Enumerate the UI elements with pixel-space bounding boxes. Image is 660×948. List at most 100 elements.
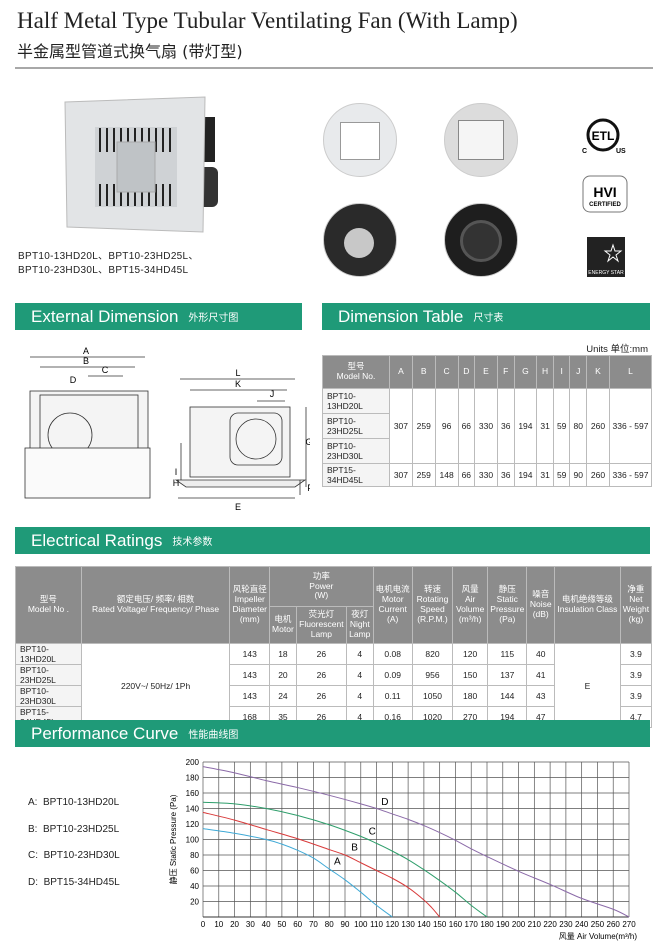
x-tick-label: 200 — [512, 920, 526, 929]
dimension-value-l: 336 - 597 — [609, 388, 652, 464]
svg-text:ETL: ETL — [592, 129, 615, 143]
dimension-value-j: 90 — [569, 463, 588, 487]
curve-label-b: B — [351, 843, 358, 854]
fluorescent-cell: 26 — [295, 643, 348, 665]
x-tick-label: 130 — [401, 920, 415, 929]
dimension-value-c: 96 — [434, 388, 459, 464]
x-tick-label: 120 — [386, 920, 400, 929]
header-model: 型号 Model No . — [15, 566, 82, 644]
dimension-value-b: 259 — [411, 463, 436, 487]
curve-a — [202, 828, 393, 918]
performance-chart: 0 10 20 30 40 50 60 70 80 90 100 110 120 130 140 150 160… — [168, 758, 638, 941]
y-axis-label: 静压 Static Pressure (Pa) — [168, 794, 178, 884]
svg-text:I: I — [175, 467, 178, 477]
section-performance-curve: Performance Curve 性能曲线图 — [15, 720, 650, 747]
noise-cell: 41 — [526, 664, 556, 686]
svg-text:H: H — [173, 478, 180, 488]
detail-photo-front — [323, 103, 397, 177]
dimension-value-i: 59 — [552, 388, 571, 464]
dimension-value-g: 194 — [513, 388, 538, 464]
model-cell: BPT10-13HD20L — [322, 388, 390, 414]
column-header-f: F — [496, 355, 515, 389]
detail-photo-impeller — [444, 203, 518, 277]
x-tick-label: 270 — [622, 920, 636, 929]
x-tick-label: 40 — [262, 920, 271, 929]
dimension-value-k: 260 — [586, 463, 610, 487]
dimension-value-e: 330 — [474, 388, 498, 464]
page-title: Half Metal Type Tubular Ventilating Fan … — [17, 8, 518, 33]
air-cell: 180 — [452, 685, 489, 707]
svg-text:B: B — [83, 356, 89, 366]
motor-cell: 18 — [269, 643, 297, 665]
y-tick-label: 120 — [186, 820, 200, 829]
dimension-value-g: 194 — [513, 463, 538, 487]
dimension-value-c: 148 — [434, 463, 459, 487]
curve-c — [202, 801, 488, 918]
model-cell: BPT10-13HD20L — [15, 643, 82, 665]
column-header-g: G — [513, 355, 538, 389]
column-header-h: H — [536, 355, 554, 389]
section-electrical-ratings: Electrical Ratings 技术参数 — [15, 527, 650, 554]
noise-cell: 40 — [526, 643, 556, 665]
model-list-line2: BPT10-23HD30L、BPT15-34HD45L — [18, 265, 189, 276]
header-impeller: 风轮直径 Impeller Diameter (mm) — [229, 566, 271, 644]
dimension-value-l: 336 - 597 — [609, 463, 652, 487]
section-title: External Dimension — [31, 306, 179, 326]
model-cell: BPT10-23HD25L — [15, 664, 82, 686]
section-title: Electrical Ratings — [31, 530, 163, 550]
energy-star-logo: ENERGY STAR — [587, 237, 625, 277]
column-header-c: C — [434, 355, 459, 389]
header-night: 夜灯 Night Lamp — [346, 606, 374, 644]
svg-text:US: US — [616, 148, 626, 155]
fluorescent-cell: 26 — [295, 664, 348, 686]
x-tick-label: 100 — [354, 920, 368, 929]
current-cell: 0.11 — [372, 685, 413, 707]
voltage-cell: 220V~/ 50Hz/ 1Ph — [80, 643, 231, 728]
x-tick-label: 250 — [591, 920, 605, 929]
detail-photo-motor — [323, 203, 397, 277]
table-row: BPT10-23HD30L — [322, 438, 652, 464]
header-pressure: 静压 Static Pressure (Pa) — [487, 566, 528, 644]
dimension-value-d: 66 — [457, 388, 476, 464]
column-header-k: K — [586, 355, 610, 389]
y-tick-label: 40 — [190, 882, 199, 891]
x-tick-label: 190 — [496, 920, 510, 929]
y-tick-label: 80 — [190, 851, 199, 860]
svg-text:F: F — [307, 483, 310, 493]
curve-label-d: D — [381, 797, 388, 808]
night-cell: 4 — [346, 643, 374, 665]
svg-text:A: A — [83, 346, 89, 356]
header-noise: 噪音 Noise (dB) — [526, 566, 556, 644]
section-title-cn: 外形尺寸图 — [188, 313, 239, 324]
x-tick-label: 0 — [201, 920, 206, 929]
column-header-e: E — [474, 355, 498, 389]
table-row: BPT10-13HD20L 307 259 96 66 330 36 194 31 59 80 260… — [322, 388, 652, 464]
x-tick-label: 70 — [309, 920, 318, 929]
dimension-value-f: 36 — [496, 463, 515, 487]
title-divider — [15, 67, 653, 69]
model-header: 型号 Model No. — [322, 355, 390, 389]
speed-cell: 820 — [411, 643, 454, 665]
current-cell: 0.08 — [372, 643, 413, 665]
model-cell: BPT15-34HD45L — [322, 463, 390, 487]
model-cell: BPT10-23HD30L — [322, 438, 390, 464]
model-cell: BPT10-23HD25L — [322, 413, 390, 439]
curve-d — [202, 766, 630, 918]
svg-text:G: G — [305, 437, 310, 447]
table-row: BPT10-13HD20L 220V~/ 50Hz/ 1Ph 143 18 26 4 0.0… — [15, 643, 653, 728]
x-axis-label: 风量 Air Volume(m³/h) — [559, 932, 638, 941]
legend-item-b: B: BPT10-23HD25L — [28, 823, 120, 835]
x-tick-label: 30 — [246, 920, 255, 929]
section-title: Dimension Table — [338, 306, 464, 326]
x-tick-label: 180 — [480, 920, 494, 929]
etl-logo: ETL C US — [582, 118, 626, 155]
dimension-value-k: 260 — [586, 388, 610, 464]
motor-cell: 20 — [269, 664, 297, 686]
header-insulation: 电机绝缘等级 Insulation Class — [554, 566, 621, 644]
x-tick-label: 220 — [543, 920, 557, 929]
air-cell: 150 — [452, 664, 489, 686]
weight-cell: 3.9 — [619, 685, 653, 707]
dimension-value-a: 307 — [389, 463, 413, 487]
x-tick-label: 50 — [277, 920, 286, 929]
curve-label-c: C — [369, 826, 376, 837]
